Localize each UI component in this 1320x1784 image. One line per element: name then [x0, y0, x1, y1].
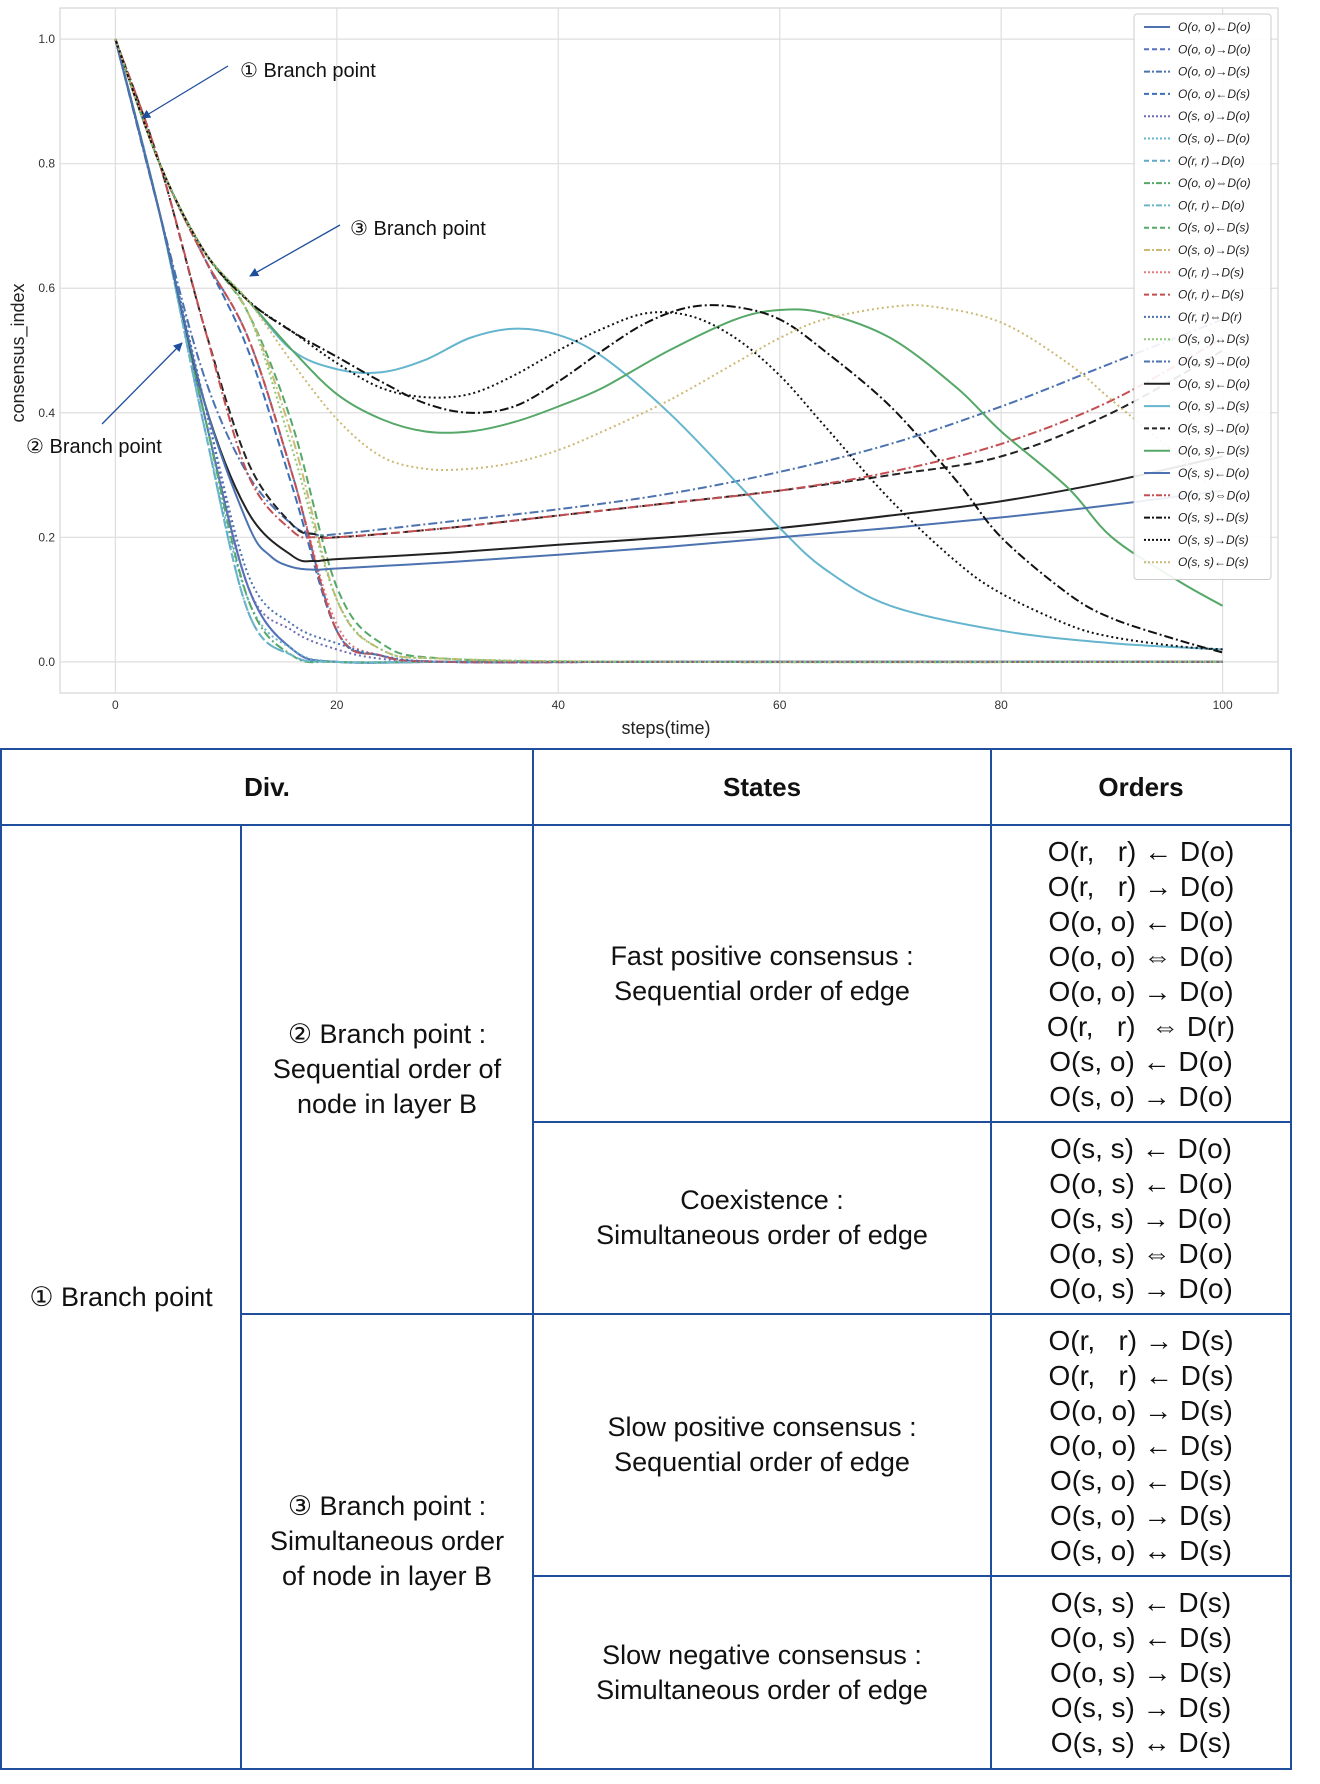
x-tick-label: 100 — [1213, 698, 1233, 712]
y-tick-label: 0.2 — [38, 530, 55, 544]
series-line — [114, 38, 1223, 664]
y-axis-label: consensus_index — [8, 283, 29, 422]
legend-entry: O(s, o)↔D(s) — [1178, 332, 1249, 346]
x-tick-label: 60 — [773, 698, 787, 712]
state-cell: Fast positive consensus : Sequential ord… — [532, 824, 993, 1123]
y-tick-label: 0.4 — [38, 406, 55, 420]
header-div: Div. — [0, 748, 535, 826]
state-slow-positive: Slow positive consensus : Sequential ord… — [607, 1412, 917, 1477]
header-orders: Orders — [990, 748, 1293, 826]
state-cell: Slow positive consensus : Sequential ord… — [532, 1313, 993, 1577]
legend-entry: O(s, s)→D(s) — [1178, 533, 1249, 547]
legend-entry: O(o, o)⇔D(o) — [1178, 176, 1251, 190]
series-lines — [114, 38, 1224, 664]
y-tick-label: 0.6 — [38, 281, 55, 295]
y-tick-label: 1.0 — [38, 32, 55, 46]
annotation-arrow — [101, 342, 183, 425]
state-cell: Slow negative consensus : Simultaneous o… — [532, 1575, 993, 1770]
table-row: ① Branch point ② Branch point : Sequenti… — [0, 824, 1293, 1770]
orders-slow-negative: O(s, s) ← D(s) O(o, s) ← D(s) O(o, s) → … — [1050, 1587, 1233, 1758]
orders-cell: O(r, r) ← D(o) O(r, r) → D(o) O(o, o) ← … — [990, 824, 1293, 1123]
series-line — [114, 38, 1223, 664]
table-row: Slow negative consensus : Simultaneous o… — [1, 1575, 1293, 1770]
orders-cell: O(r, r) → D(s) O(r, r) ← D(s) O(o, o) → … — [990, 1313, 1293, 1577]
branch-1-cell: ① Branch point — [0, 824, 242, 1770]
tick-labels: 0 20 40 60 80 100 0.0 0.2 0.4 0.6 0.8 1.0 — [38, 32, 1233, 712]
series-line — [114, 38, 1223, 654]
x-axis-label: steps(time) — [621, 718, 710, 738]
consensus-line-chart: 0 20 40 60 80 100 0.0 0.2 0.4 0.6 0.8 1.0 steps(tim… — [8, 7, 1279, 738]
branch-1-label: ① Branch point — [29, 1281, 213, 1312]
legend-entry: O(o, s)→D(s) — [1178, 399, 1249, 413]
table-header-row: Div. States Orders — [0, 748, 1293, 826]
legend-entry: O(o, s)←D(s) — [1178, 444, 1249, 458]
series-line — [114, 38, 1223, 651]
state-cell: Coexistence : Simultaneous order of edge — [532, 1121, 993, 1315]
legend-entry: O(r, r)→D(o) — [1178, 154, 1245, 168]
annotation-label: ① Branch point — [240, 60, 376, 82]
legend-entry: O(r, r)⇔D(r) — [1178, 310, 1242, 324]
branch-3-label: ③ Branch point : Simultaneous order of n… — [269, 1491, 505, 1591]
series-line — [114, 38, 1224, 540]
annotations: ① Branch point ② Branch point ③ Branch poi… — [26, 60, 486, 458]
orders-slow-positive: O(r, r) → D(s) O(r, r) ← D(s) O(o, o) → … — [1048, 1324, 1234, 1566]
legend-entry: O(s, o)←D(s) — [1178, 221, 1249, 235]
orders-cell: O(s, s) ← D(o) O(o, s) ← D(o) O(s, s) → … — [990, 1121, 1293, 1315]
series-line — [114, 38, 1223, 664]
orders-cell: O(s, s) ← D(s) O(o, s) ← D(s) O(o, s) → … — [990, 1575, 1293, 1770]
x-tick-label: 20 — [330, 698, 344, 712]
legend-box — [1133, 13, 1272, 580]
legend-entry: O(s, s)←D(s) — [1178, 555, 1249, 569]
state-fast-positive: Fast positive consensus : Sequential ord… — [610, 940, 914, 1006]
y-tick-label: 0.0 — [38, 655, 55, 669]
series-line — [114, 38, 1224, 539]
legend-entry: O(o, s)→D(o) — [1178, 355, 1250, 369]
legend-entry: O(s, o)→D(s) — [1178, 243, 1249, 257]
header-states: States — [532, 748, 993, 826]
legend-entry: O(s, o)←D(o) — [1178, 132, 1250, 146]
x-tick-label: 40 — [552, 698, 566, 712]
legend-entry: O(s, s)←D(o) — [1178, 466, 1249, 480]
legend-entry: O(r, r)→D(s) — [1178, 265, 1244, 279]
x-tick-label: 80 — [995, 698, 1009, 712]
legend-entry: O(r, r)←D(o) — [1178, 198, 1245, 212]
legend: O(o, o)←D(o) O(o, o)→D(o) O(o, o)→D(s) O(o,… — [1133, 13, 1272, 580]
annotation-arrow — [249, 224, 341, 277]
legend-entry: O(o, o)←D(s) — [1178, 87, 1250, 101]
orders-fast-positive: O(r, r) ← D(o) O(r, r) → D(o) O(o, o) ← … — [1046, 835, 1236, 1112]
branch-3-cell: ③ Branch point : Simultaneous order of n… — [239, 1313, 535, 1770]
annotation-arrow — [141, 65, 229, 119]
legend-entry: O(o, s)⇔D(o) — [1178, 488, 1250, 502]
legend-entry: O(o, o)←D(o) — [1178, 20, 1251, 34]
series-line — [114, 38, 1224, 607]
y-tick-label: 0.8 — [38, 157, 55, 171]
annotation-label: ② Branch point — [26, 436, 162, 458]
table-row: Coexistence : Simultaneous order of edge… — [1, 1121, 1293, 1315]
branch-summary-table: Div. States Orders ① Branch point ② Bran… — [0, 748, 1293, 1770]
legend-entry: O(o, s)←D(o) — [1178, 377, 1250, 391]
annotation-label: ③ Branch point — [350, 218, 486, 240]
legend-entry: O(o, o)→D(o) — [1178, 42, 1251, 56]
state-coexistence: Coexistence : Simultaneous order of edge — [596, 1185, 928, 1250]
table-row: ③ Branch point : Simultaneous order of n… — [1, 1313, 1293, 1770]
legend-entry: O(s, o)→D(o) — [1178, 109, 1250, 123]
legend-entry: O(s, s)→D(o) — [1178, 421, 1249, 435]
legend-entry: O(o, o)→D(s) — [1178, 65, 1250, 79]
branch-2-cell: ② Branch point : Sequential order of nod… — [239, 824, 535, 1315]
x-tick-label: 0 — [112, 698, 119, 712]
legend-entry: O(s, s)↔D(s) — [1178, 511, 1249, 525]
series-line — [114, 38, 1223, 537]
orders-coexistence: O(s, s) ← D(o) O(o, s) ← D(o) O(s, s) → … — [1049, 1132, 1233, 1304]
legend-entry: O(r, r)←D(s) — [1178, 288, 1244, 302]
state-slow-negative: Slow negative consensus : Simultaneous o… — [596, 1639, 928, 1705]
series-line — [114, 38, 1223, 664]
branch-2-label: ② Branch point : Sequential order of nod… — [272, 1019, 502, 1119]
series-line — [114, 38, 1223, 571]
